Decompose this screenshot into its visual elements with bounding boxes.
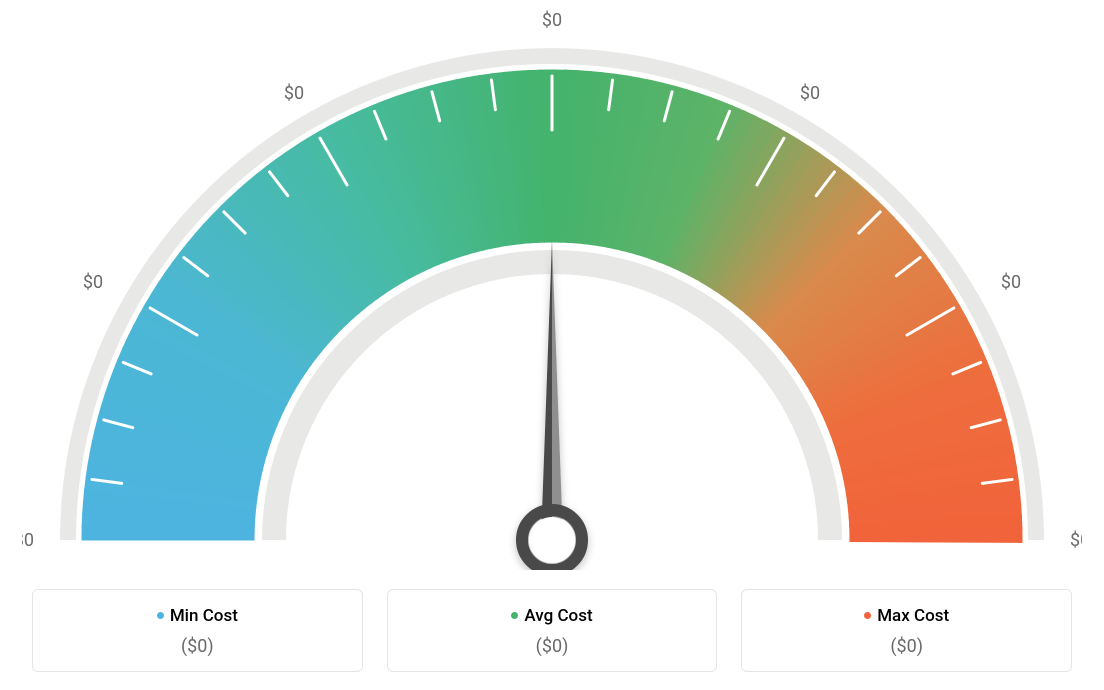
svg-text:$0: $0 — [83, 272, 103, 293]
legend-value-max: ($0) — [754, 636, 1059, 657]
legend-row: Min Cost ($0) Avg Cost ($0) Max Cost ($0… — [32, 589, 1072, 672]
svg-text:$0: $0 — [22, 530, 34, 551]
legend-label-min: Min Cost — [170, 606, 238, 626]
legend-card-max: Max Cost ($0) — [741, 589, 1072, 672]
svg-text:$0: $0 — [1070, 530, 1082, 551]
svg-text:$0: $0 — [284, 83, 304, 104]
legend-label-avg: Avg Cost — [524, 606, 592, 626]
svg-text:$0: $0 — [542, 10, 562, 31]
legend-dot-min — [157, 612, 164, 619]
svg-text:$0: $0 — [800, 83, 820, 104]
legend-title-min: Min Cost — [45, 606, 350, 626]
cost-gauge-chart: $0 $0 $0 $0 $0 $0 $0 — [22, 10, 1082, 570]
legend-dot-avg — [511, 612, 518, 619]
svg-text:$0: $0 — [1001, 272, 1021, 293]
legend-title-avg: Avg Cost — [400, 606, 705, 626]
legend-value-avg: ($0) — [400, 636, 705, 657]
gauge-svg: $0 $0 $0 $0 $0 $0 $0 — [22, 10, 1082, 570]
legend-value-min: ($0) — [45, 636, 350, 657]
legend-label-max: Max Cost — [877, 606, 949, 626]
legend-card-min: Min Cost ($0) — [32, 589, 363, 672]
legend-title-max: Max Cost — [754, 606, 1059, 626]
legend-dot-max — [864, 612, 871, 619]
legend-card-avg: Avg Cost ($0) — [387, 589, 718, 672]
